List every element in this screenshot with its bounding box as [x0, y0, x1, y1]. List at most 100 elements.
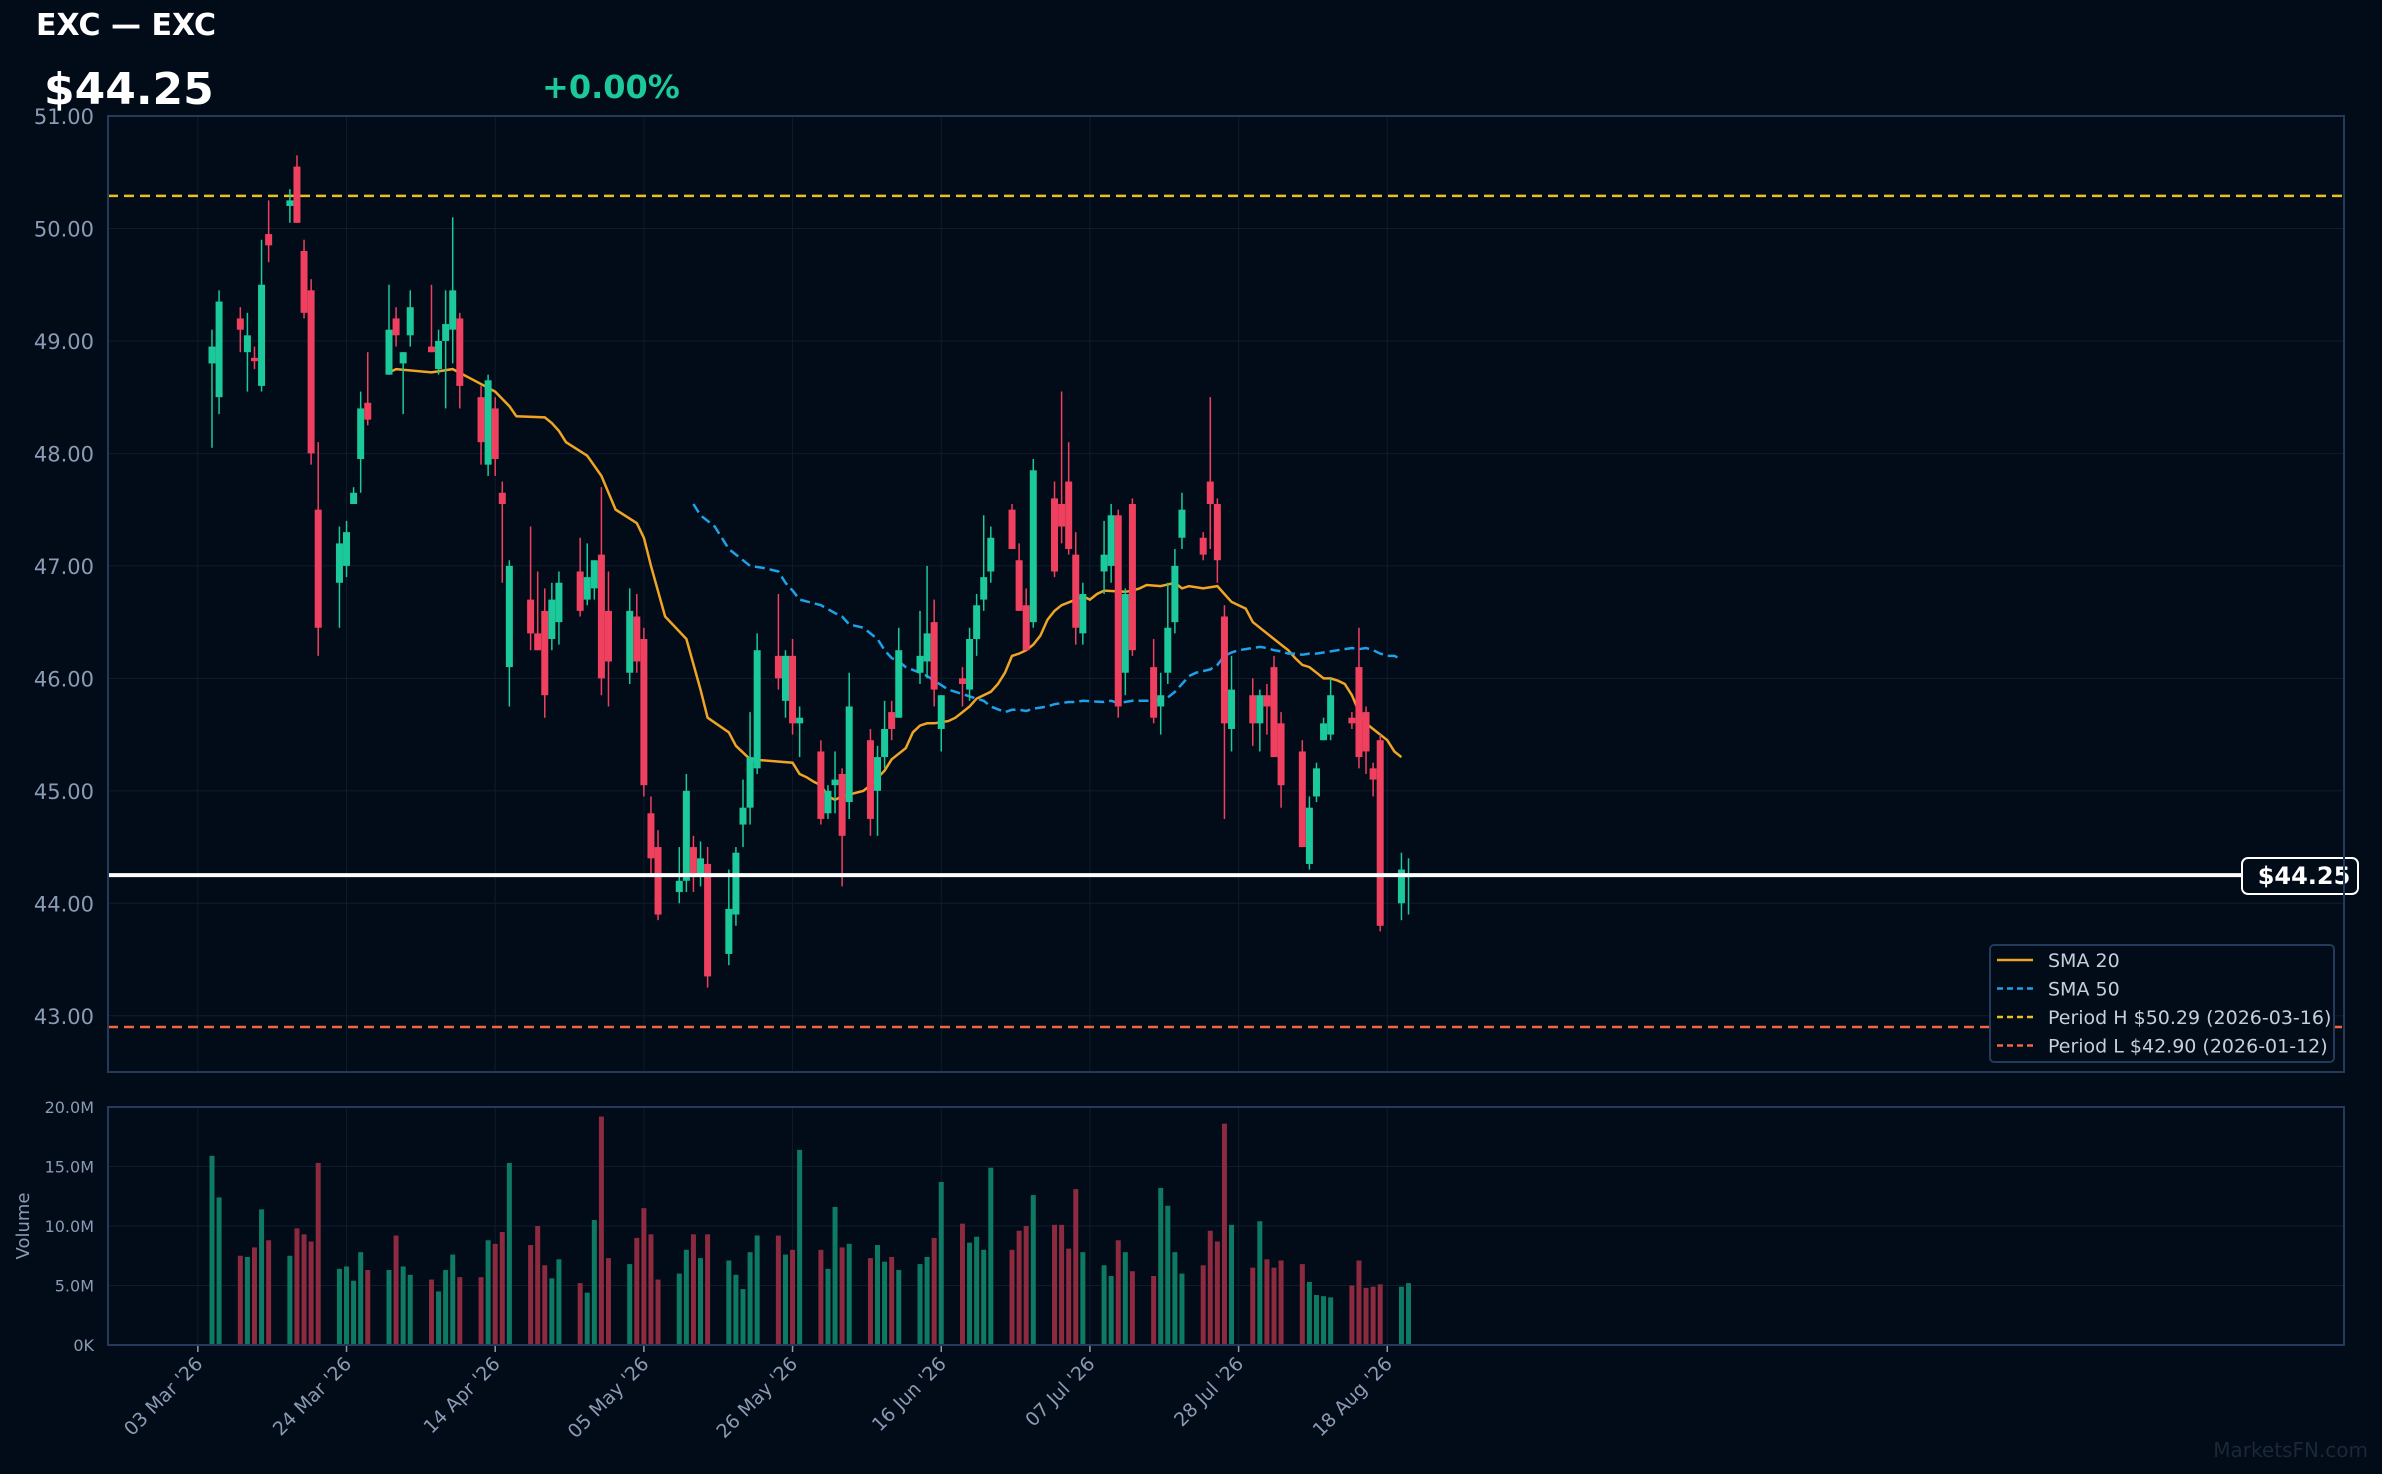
volume-bar — [1030, 1195, 1036, 1345]
volume-bar — [627, 1264, 633, 1345]
candle-body — [604, 610, 612, 662]
volume-bar — [400, 1266, 406, 1345]
candle-body — [973, 605, 981, 639]
volume-bar — [726, 1260, 732, 1345]
legend-label: Period L $42.90 (2026-01-12) — [2048, 1036, 2328, 1058]
candle-body — [1263, 695, 1271, 707]
volume-bar — [1158, 1187, 1164, 1345]
current-price: $44.25 — [44, 64, 214, 115]
candle-body — [1164, 627, 1172, 673]
volume-bar — [216, 1197, 222, 1345]
volume-bar — [244, 1256, 250, 1345]
volume-bar — [846, 1243, 852, 1345]
volume-bar — [259, 1209, 265, 1345]
x-tick-label: 07 Jul '26 — [1021, 1353, 1099, 1431]
volume-bar — [301, 1234, 307, 1345]
price-change: +0.00% — [542, 68, 680, 106]
volume-bar — [1221, 1123, 1227, 1345]
price-tick-label: 51.00 — [34, 105, 94, 129]
volume-bar — [1250, 1267, 1256, 1345]
volume-bar — [209, 1155, 215, 1345]
volume-bar — [251, 1247, 257, 1345]
candle-body — [1008, 509, 1016, 550]
candle-body — [250, 357, 258, 362]
volume-bar — [733, 1274, 739, 1345]
candle-body — [1213, 504, 1221, 561]
candle-body — [1171, 565, 1179, 623]
volume-bar — [974, 1236, 980, 1345]
candles — [208, 155, 1413, 988]
volume-tick-label: 20.0M — [45, 1098, 94, 1117]
volume-bar — [705, 1234, 711, 1345]
candle-body — [307, 290, 315, 454]
volume-bar — [839, 1247, 845, 1345]
candle-body — [236, 318, 244, 330]
candle-body — [966, 638, 974, 690]
candle-body — [215, 301, 223, 398]
x-tick-label: 03 Mar '26 — [120, 1353, 207, 1440]
candle-body — [640, 638, 648, 786]
candle-body — [874, 757, 882, 791]
volume-bar — [1073, 1189, 1079, 1345]
candle-body — [527, 599, 535, 634]
last-price-tag-box — [2241, 857, 2359, 895]
volume-bar — [797, 1149, 803, 1345]
candle-body — [1305, 807, 1313, 864]
volume-bar — [1009, 1249, 1015, 1345]
candle-body — [364, 402, 372, 420]
price-tick-label: 47.00 — [34, 555, 94, 579]
legend-label: Period H $50.29 (2026-03-16) — [2048, 1007, 2331, 1029]
candle-body — [491, 408, 499, 460]
volume-bar — [867, 1258, 873, 1345]
candle-body — [1199, 537, 1207, 555]
volume-bar — [1080, 1252, 1086, 1345]
volume-bar — [428, 1279, 434, 1345]
volume-bar — [825, 1268, 831, 1345]
candle-body — [456, 318, 464, 386]
candle-body — [555, 582, 563, 623]
reference-lines — [108, 194, 2344, 1029]
price-tick-label: 49.00 — [34, 330, 94, 354]
volume-bar — [386, 1270, 392, 1345]
volume-bar — [1306, 1281, 1312, 1345]
candle-body — [286, 200, 294, 206]
candle-body — [753, 650, 761, 769]
price-tick-label: 43.00 — [34, 1005, 94, 1029]
volume-bar — [683, 1249, 689, 1345]
volume-bar — [336, 1268, 342, 1345]
candle-body — [442, 324, 450, 341]
volume-bar — [266, 1240, 272, 1345]
volume-bar — [1122, 1252, 1128, 1345]
candle-body — [427, 346, 435, 353]
volume-bar — [237, 1255, 243, 1345]
candle-body — [789, 655, 797, 724]
x-tick-label: 05 May '26 — [564, 1353, 654, 1443]
candle-body — [704, 863, 712, 977]
volume-bar — [499, 1231, 505, 1345]
price-panel-frame — [107, 115, 2345, 1073]
candle-body — [845, 706, 853, 803]
x-tick-label: 18 Aug '26 — [1309, 1353, 1397, 1441]
candle-body — [633, 616, 641, 662]
candle-body — [675, 880, 683, 893]
volume-bar — [924, 1256, 930, 1345]
volume-bar — [790, 1249, 796, 1345]
candle-body — [597, 554, 605, 679]
volume-bar — [1101, 1265, 1107, 1345]
volume-tick-label: 0K — [73, 1336, 94, 1355]
volume-bar — [1016, 1230, 1022, 1345]
volume-bar — [634, 1237, 640, 1345]
candle-body — [1107, 515, 1115, 566]
candle-body — [697, 858, 705, 876]
candle-body — [980, 577, 988, 600]
volume-bar — [1363, 1287, 1369, 1345]
volume-bar — [889, 1256, 895, 1345]
legend: SMA 20 SMA 50 Period H $50.29 (2026-03-16)… — [1989, 944, 2335, 1063]
candle-body — [300, 250, 308, 313]
volume-bar — [1200, 1265, 1206, 1345]
candle-body — [1312, 768, 1320, 797]
candle-body — [498, 492, 506, 505]
volume-bar — [1328, 1297, 1334, 1345]
moving-averages — [388, 367, 1403, 802]
candle-body — [1369, 768, 1377, 780]
